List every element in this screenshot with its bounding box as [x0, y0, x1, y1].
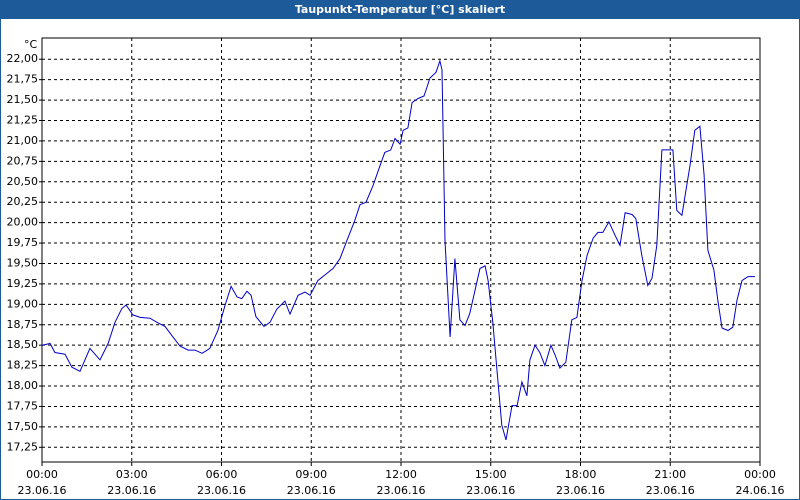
x-tick-date: 23.06.16	[377, 484, 426, 497]
x-tick-date: 23.06.16	[197, 484, 246, 497]
x-tick-label: 03:00	[116, 468, 148, 481]
y-tick-label: 19,25	[7, 277, 39, 290]
y-tick-label: 18,00	[7, 379, 39, 392]
y-tick-label: 20,00	[7, 216, 39, 229]
x-tick-label: 00:00	[744, 468, 776, 481]
title-bar	[0, 0, 800, 19]
y-tick-label: 21,75	[7, 73, 39, 86]
y-tick-label: 21,25	[7, 114, 39, 127]
y-tick-label: 21,00	[7, 134, 39, 147]
x-tick-date: 23.06.16	[646, 484, 695, 497]
y-tick-label: 19,50	[7, 256, 39, 269]
x-tick-label: 21:00	[654, 468, 686, 481]
x-tick-label: 00:00	[26, 468, 58, 481]
x-tick-date: 23.06.16	[556, 484, 605, 497]
x-tick-date: 23.06.16	[18, 484, 67, 497]
y-unit: °C	[24, 38, 38, 51]
y-tick-label: 17,75	[7, 399, 39, 412]
y-tick-label: 21,50	[7, 93, 39, 106]
y-tick-label: 19,75	[7, 236, 39, 249]
y-tick-label: 20,25	[7, 195, 39, 208]
y-tick-label: 20,75	[7, 154, 39, 167]
x-tick-label: 09:00	[295, 468, 327, 481]
y-tick-label: 19,00	[7, 297, 39, 310]
y-tick-label: 22,00	[7, 52, 39, 65]
x-tick-label: 18:00	[565, 468, 597, 481]
x-tick-label: 06:00	[206, 468, 238, 481]
y-tick-label: 20,50	[7, 175, 39, 188]
y-tick-label: 18,75	[7, 318, 39, 331]
x-tick-label: 12:00	[385, 468, 417, 481]
y-tick-label: 18,50	[7, 338, 39, 351]
x-tick-date: 23.06.16	[287, 484, 336, 497]
x-tick-date: 24.06.16	[736, 484, 785, 497]
x-tick-date: 23.06.16	[466, 484, 515, 497]
y-tick-label: 18,25	[7, 359, 39, 372]
x-tick-label: 15:00	[475, 468, 507, 481]
data-line	[41, 59, 755, 441]
y-tick-label: 17,50	[7, 420, 39, 433]
x-tick-date: 23.06.16	[107, 484, 156, 497]
chart-title: Taupunkt-Temperatur [°C] skaliert	[295, 3, 505, 16]
y-tick-label: 17,25	[7, 440, 39, 453]
